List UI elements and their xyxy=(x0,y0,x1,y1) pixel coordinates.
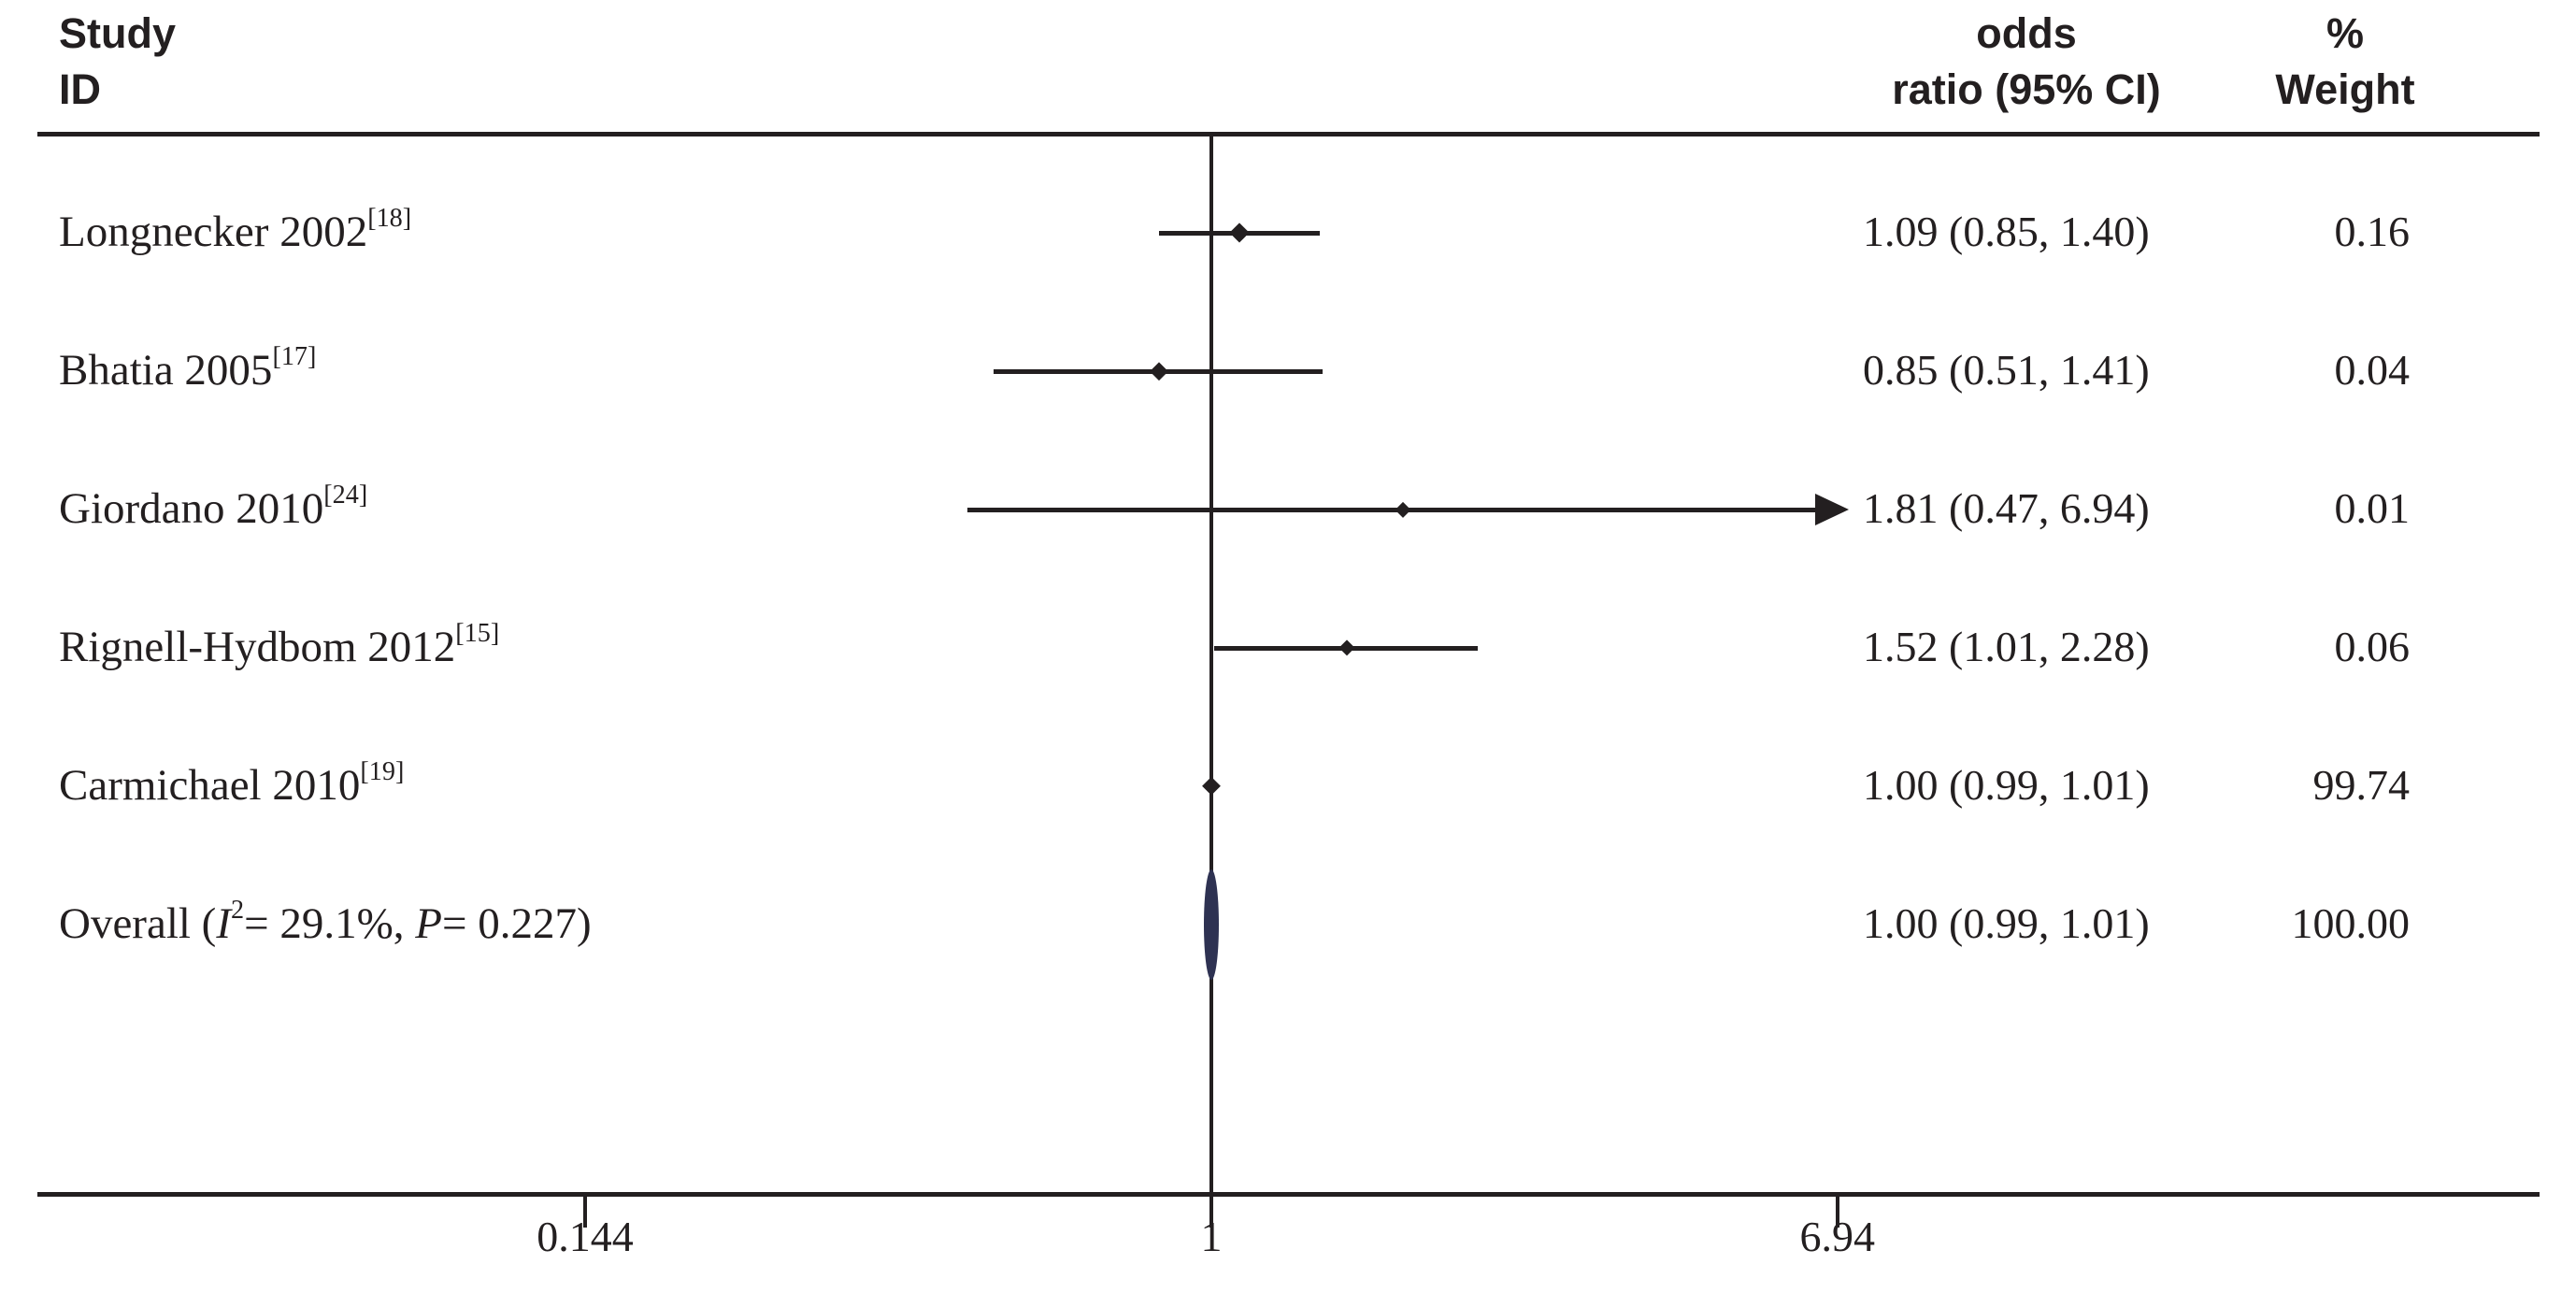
overall-label-part: I xyxy=(216,898,231,948)
study-name: Longnecker 2002 xyxy=(59,207,368,256)
reference-line xyxy=(1209,135,1213,1194)
point-estimate-diamond-marker xyxy=(1338,639,1355,656)
header-or-line2: ratio (95% CI) xyxy=(1892,65,2161,113)
study-reference-number: [17] xyxy=(272,342,317,371)
point-estimate-diamond-marker xyxy=(1150,362,1168,381)
ci-clipped-arrowhead-icon xyxy=(1814,494,1849,525)
weight-percent-value: 0.16 xyxy=(2334,208,2411,256)
study-label: Rignell-Hydbom 2012[15] xyxy=(59,620,499,671)
study-name: Rignell-Hydbom 2012 xyxy=(59,622,456,671)
weight-percent-value: 99.74 xyxy=(2312,761,2411,810)
odds-ratio-ci-value: 0.85 (0.51, 1.41) xyxy=(1863,346,2150,395)
weight-percent-value: 0.01 xyxy=(2334,484,2411,533)
x-axis-tick-label: 0.144 xyxy=(537,1213,634,1260)
overall-label: Overall (I2= 29.1%, P= 0.227) xyxy=(59,897,592,948)
study-reference-number: [19] xyxy=(360,757,405,786)
study-name: Bhatia 2005 xyxy=(59,345,273,395)
study-label: Carmichael 2010[19] xyxy=(59,758,404,810)
point-estimate-diamond-marker xyxy=(1229,223,1250,243)
study-name: Giordano 2010 xyxy=(59,483,324,533)
confidence-interval-line xyxy=(966,507,1817,512)
x-axis-line xyxy=(37,1192,2540,1197)
overall-label-part: Overall ( xyxy=(59,898,217,948)
overall-label-part: P xyxy=(415,898,442,948)
overall-odds-ratio-ci-value: 1.00 (0.99, 1.01) xyxy=(1863,899,2150,948)
odds-ratio-ci-value: 1.09 (0.85, 1.40) xyxy=(1863,208,2150,256)
study-name: Carmichael 2010 xyxy=(59,760,361,810)
overall-label-part: 2 xyxy=(231,896,245,925)
header-weight: % Weight xyxy=(2233,6,2457,118)
study-reference-number: [24] xyxy=(323,481,368,510)
odds-ratio-ci-value: 1.81 (0.47, 6.94) xyxy=(1863,484,2150,533)
header-odds-ratio: odds ratio (95% CI) xyxy=(1886,6,2167,118)
overall-label-part: = 29.1%, xyxy=(244,898,416,948)
x-axis-tick xyxy=(583,1192,588,1228)
header-rule xyxy=(37,132,2540,136)
header-study-line2: ID xyxy=(59,65,101,113)
study-label: Bhatia 2005[17] xyxy=(59,343,316,395)
header-weight-line2: Weight xyxy=(2275,65,2415,113)
header-study-id: Study ID xyxy=(59,6,176,118)
point-estimate-diamond-marker xyxy=(1395,501,1411,518)
study-label: Giordano 2010[24] xyxy=(59,481,367,533)
header-study-line1: Study xyxy=(59,9,177,57)
odds-ratio-ci-value: 1.52 (1.01, 2.28) xyxy=(1863,623,2150,671)
header-or-line1: odds xyxy=(1976,9,2077,57)
overall-label-part: = 0.227) xyxy=(441,898,592,948)
odds-ratio-ci-value: 1.00 (0.99, 1.01) xyxy=(1863,761,2150,810)
study-reference-number: [18] xyxy=(367,204,412,233)
point-estimate-diamond-marker xyxy=(1201,776,1222,797)
x-axis-tick xyxy=(1835,1192,1839,1228)
x-axis-tick-label: 1 xyxy=(1200,1213,1223,1260)
x-axis-tick xyxy=(1209,1192,1213,1228)
header-weight-line1: % xyxy=(2326,9,2364,57)
overall-pooled-diamond xyxy=(1204,869,1219,980)
overall-weight-percent-value: 100.00 xyxy=(2291,899,2411,948)
weight-percent-value: 0.06 xyxy=(2334,623,2411,671)
weight-percent-value: 0.04 xyxy=(2334,346,2411,395)
study-reference-number: [15] xyxy=(455,619,500,648)
x-axis-tick-label: 6.94 xyxy=(1799,1213,1875,1260)
study-label: Longnecker 2002[18] xyxy=(59,205,411,256)
